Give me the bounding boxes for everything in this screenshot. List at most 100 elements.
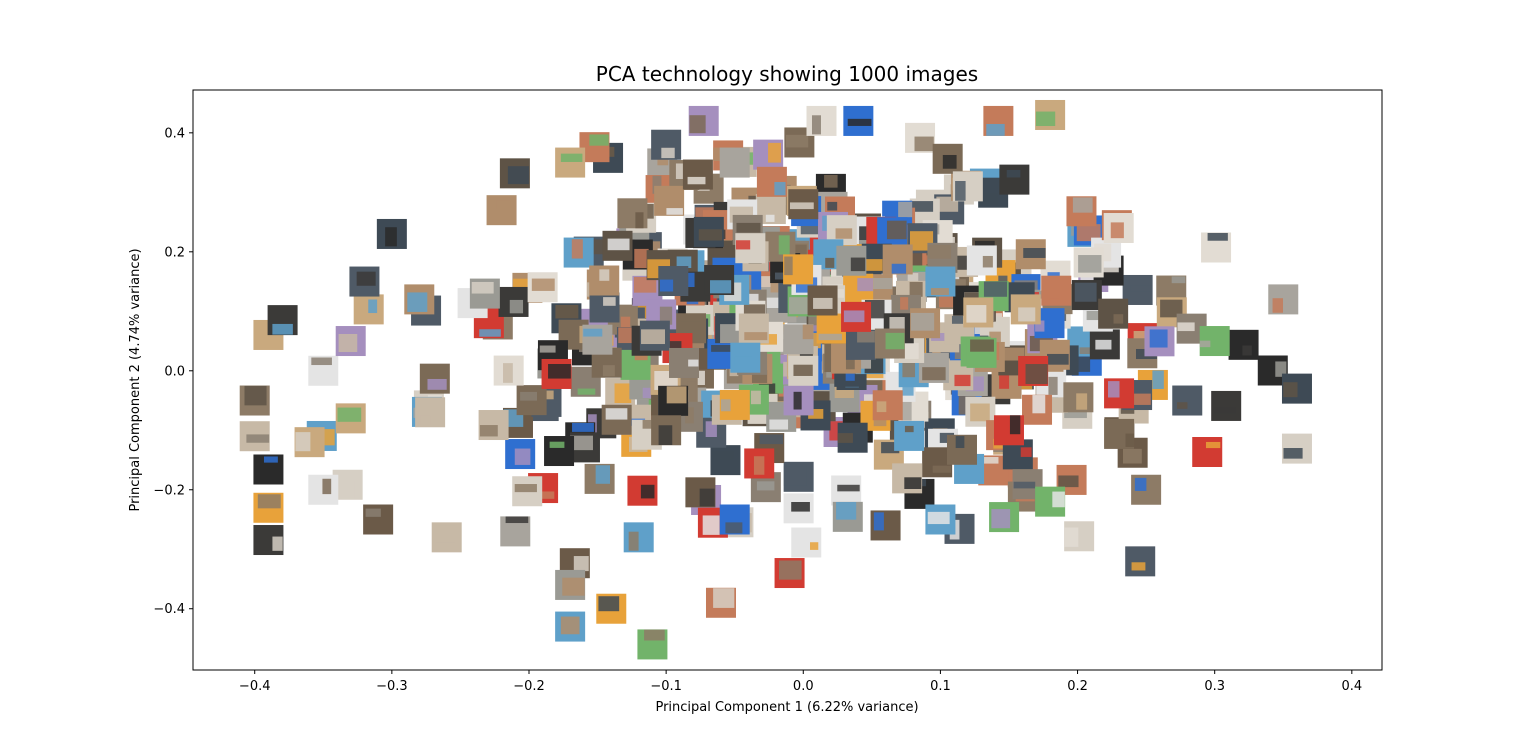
image-thumbnail-point [1098, 298, 1129, 329]
image-thumbnail-point [639, 320, 670, 351]
image-thumbnail-point [335, 326, 366, 357]
image-thumbnail-point [877, 217, 908, 248]
image-thumbnail-point [788, 355, 819, 386]
image-thumbnail-point [404, 284, 435, 315]
image-thumbnail-point [744, 448, 775, 479]
y-axis-title: Principal Component 2 (4.74% variance) [128, 248, 143, 511]
image-thumbnail-point [1211, 390, 1242, 421]
x-tick-label: −0.1 [650, 679, 682, 694]
x-axis-ticks: −0.4 −0.3 −0.2 −0.1 0.0 0.1 0.2 0.3 0.4 [239, 670, 1362, 694]
image-thumbnail-point [1022, 394, 1053, 425]
plot-frame [192, 89, 1383, 671]
image-thumbnail-point [555, 611, 586, 642]
image-thumbnail-point [253, 525, 284, 556]
image-thumbnail-point [253, 492, 284, 523]
image-thumbnail-point [788, 189, 819, 220]
image-thumbnail-point [756, 166, 787, 197]
x-tick-label: −0.4 [239, 679, 271, 694]
image-thumbnail-point [719, 389, 750, 420]
image-thumbnail-point [1063, 382, 1094, 413]
image-thumbnail-point [563, 237, 594, 268]
image-thumbnail-point [841, 301, 872, 332]
image-thumbnail-point [925, 504, 956, 535]
image-thumbnail-point [1228, 329, 1259, 360]
image-thumbnail-point [993, 415, 1024, 446]
image-thumbnail-point [294, 427, 325, 458]
x-tick-label: −0.3 [376, 679, 408, 694]
image-thumbnail-point [932, 143, 963, 174]
image-thumbnail-point [783, 324, 814, 355]
image-thumbnail-point [584, 463, 615, 494]
image-thumbnail-point [617, 198, 648, 229]
image-thumbnail-point [910, 308, 941, 339]
image-thumbnail-point [1268, 284, 1299, 315]
image-thumbnail-point [602, 230, 633, 261]
image-thumbnail-point [1089, 329, 1120, 360]
image-thumbnail-point [688, 105, 719, 136]
image-thumbnail-point [376, 218, 407, 249]
image-thumbnail-point [843, 272, 874, 303]
image-thumbnail-point [651, 129, 682, 160]
image-thumbnail-point [905, 122, 936, 153]
image-thumbnail-point [499, 158, 530, 189]
image-thumbnail-point [1073, 247, 1104, 278]
image-thumbnail-point [806, 105, 837, 136]
image-thumbnail-point [774, 558, 805, 589]
image-thumbnail-point [1281, 433, 1312, 464]
y-axis-ticks: −0.4 −0.2 0.0 0.2 0.4 [153, 126, 193, 617]
image-thumbnail-point [1041, 275, 1072, 306]
image-thumbnail-point [1010, 294, 1041, 325]
image-thumbnail-point [555, 569, 586, 600]
image-thumbnail-point [544, 436, 575, 467]
thumbnail-points [239, 99, 1312, 660]
image-thumbnail-point [239, 421, 270, 452]
image-thumbnail-point [989, 502, 1020, 533]
image-thumbnail-point [882, 244, 913, 275]
image-thumbnail-point [1201, 232, 1232, 263]
image-thumbnail-point [870, 510, 901, 541]
image-thumbnail-point [738, 313, 769, 344]
x-tick-label: 0.3 [1204, 679, 1225, 694]
image-thumbnail-point [874, 328, 905, 359]
chart-title: PCA technology showing 1000 images [596, 62, 978, 86]
image-thumbnail-point [1144, 326, 1175, 357]
x-axis-title: Principal Component 1 (6.22% variance) [655, 700, 918, 715]
image-thumbnail-point [1064, 521, 1095, 552]
x-tick-label: 0.1 [930, 679, 951, 694]
image-thumbnail-point [654, 185, 685, 216]
image-thumbnail-point [651, 415, 682, 446]
image-thumbnail-point [831, 475, 862, 506]
image-thumbnail-point [1104, 418, 1135, 449]
x-tick-label: 0.0 [793, 679, 814, 694]
image-thumbnail-point [669, 347, 700, 378]
x-tick-label: 0.2 [1067, 679, 1088, 694]
image-thumbnail-point [505, 439, 536, 470]
image-thumbnail-point [999, 164, 1030, 195]
image-thumbnail-point [500, 516, 531, 547]
image-thumbnail-point [349, 266, 380, 297]
image-thumbnail-point [894, 420, 925, 451]
image-thumbnail-point [658, 385, 689, 416]
image-thumbnail-point [516, 385, 547, 416]
image-thumbnail-point [983, 105, 1014, 136]
image-thumbnail-point [1071, 280, 1102, 311]
image-thumbnail-point [719, 504, 750, 535]
image-thumbnail-point [353, 294, 384, 325]
image-thumbnail-point [637, 629, 668, 660]
image-thumbnail-point [783, 461, 814, 492]
image-thumbnail-point [1018, 355, 1049, 386]
image-thumbnail-point [623, 522, 654, 553]
image-thumbnail-point [1015, 239, 1046, 270]
image-thumbnail-point [753, 139, 784, 170]
image-thumbnail-point [1131, 474, 1162, 505]
image-thumbnail-point [646, 299, 677, 330]
image-thumbnail-point [784, 127, 815, 158]
image-thumbnail-point [783, 493, 814, 524]
image-thumbnail-point [589, 265, 620, 296]
image-thumbnail-point [569, 432, 600, 463]
y-tick-label: 0.4 [164, 126, 185, 141]
image-thumbnail-point [1104, 378, 1135, 409]
y-tick-label: −0.2 [153, 483, 185, 498]
image-thumbnail-point [719, 147, 750, 178]
image-thumbnail-point [493, 355, 524, 386]
